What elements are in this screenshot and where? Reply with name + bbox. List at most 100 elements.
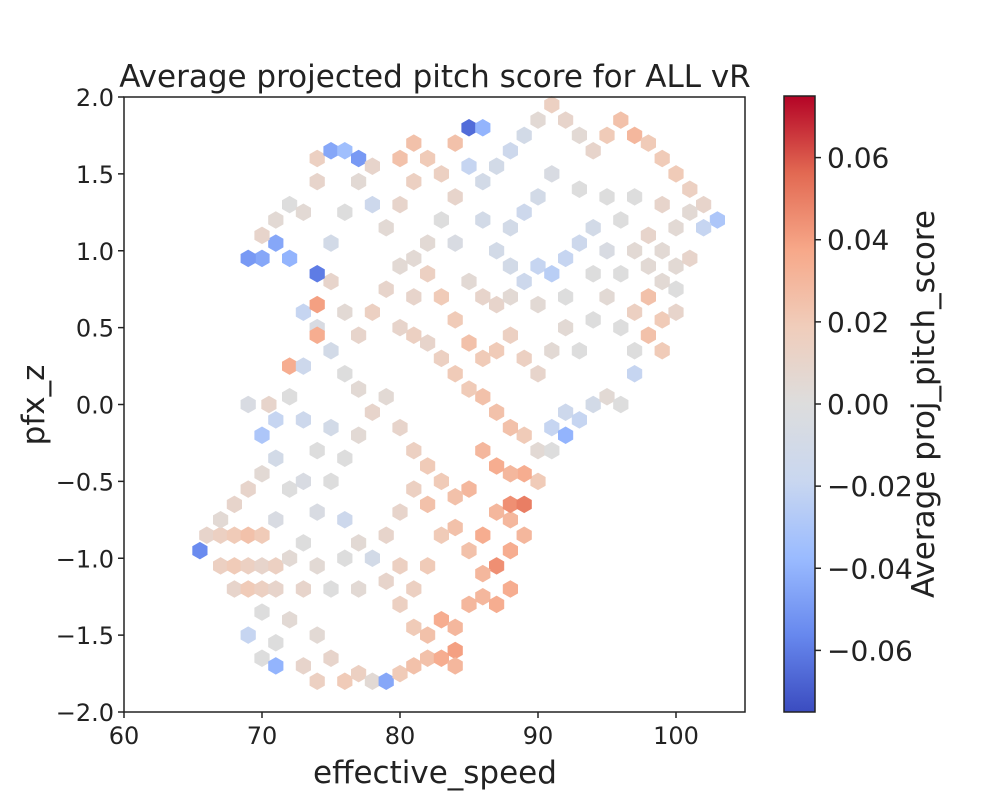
hexbin-cell — [406, 249, 422, 268]
hexbin-cells — [192, 95, 726, 690]
y-axis: −2.0 −1.5 −1.0 −0.5 0.0 0.5 1.0 1.5 2.0 — [56, 84, 124, 727]
hexbin-cell — [364, 157, 381, 175]
hexbin-cell — [433, 349, 450, 368]
hexbin-cell — [295, 203, 312, 222]
hexbin-cell — [447, 657, 463, 675]
hexbin-cell — [682, 203, 698, 222]
hexbin-cell — [364, 403, 381, 421]
hexbin-cell — [295, 411, 312, 429]
hexbin-cell — [585, 142, 601, 160]
hexbin-cell — [309, 557, 325, 575]
hexbin-cell — [392, 664, 408, 683]
hexbin-cell — [654, 241, 670, 260]
hexbin-cell — [585, 218, 601, 237]
hexbin-cell — [350, 149, 367, 168]
hexbin-cell — [502, 326, 519, 345]
hexbin-cell — [419, 626, 436, 644]
hexbin-cell — [599, 188, 615, 206]
hexbin-cell — [475, 526, 491, 544]
hexbin-cell — [254, 557, 270, 575]
hexbin-cell — [337, 449, 353, 468]
hexbin-cell — [488, 503, 505, 521]
hexbin-cell — [571, 180, 588, 199]
hexbin-cell — [254, 249, 270, 268]
hexbin-cell — [378, 526, 394, 544]
hexbin-cell — [392, 557, 408, 575]
hexbin-cell — [323, 418, 339, 437]
hexbin-cell — [406, 657, 422, 675]
hexbin-cell — [475, 118, 491, 137]
hexbin-cell — [571, 234, 588, 252]
hexbin-cell — [364, 195, 381, 214]
hexbin-cell — [337, 365, 353, 383]
hexbin-cell — [447, 641, 463, 660]
hexbin-cell — [268, 411, 284, 429]
hexbin-cell — [475, 564, 491, 583]
hexbin-cell — [433, 526, 450, 544]
hexbin-cell — [502, 288, 519, 306]
hexbin-cell — [378, 280, 394, 298]
hexbin-cell — [281, 480, 298, 498]
hexbin-cell — [295, 357, 312, 375]
hexbin-cell — [626, 341, 643, 360]
hexbin-cell — [613, 395, 629, 414]
hexbin-cell — [626, 365, 643, 383]
hexbin-cell — [530, 188, 546, 206]
hexbin-cell — [488, 595, 505, 614]
hexbin-cell — [378, 672, 394, 690]
hexbin-cell — [240, 249, 256, 268]
hexbin-cell — [254, 426, 270, 444]
colorbar-tick-label: −0.06 — [827, 634, 913, 667]
hexbin-cell — [240, 395, 256, 414]
hexbin-cell — [309, 441, 325, 460]
hexbin-cell — [406, 134, 422, 152]
hexbin-cell — [447, 488, 463, 506]
hexbin-cell — [502, 218, 519, 237]
hexbin-cell — [530, 257, 546, 275]
hexbin-cell — [323, 142, 339, 160]
hexbin-cell — [447, 311, 463, 329]
x-axis: 60 70 80 90 100 — [109, 712, 699, 750]
hexbin-cell — [668, 303, 684, 321]
y-tick-label: −1.5 — [56, 622, 114, 650]
hexbin-cell — [640, 326, 657, 345]
hexbin-cell — [488, 157, 505, 175]
hexbin-cell — [281, 249, 298, 268]
hexbin-cell — [461, 118, 477, 137]
hexbin-cell — [350, 580, 367, 598]
hexbin-cell — [640, 288, 657, 306]
hexbin-cell — [502, 142, 519, 160]
hexbin-cell — [419, 334, 436, 352]
hexbin-cell — [419, 557, 436, 575]
hexbin-cell — [709, 211, 726, 229]
hexbin-cell — [226, 526, 242, 544]
hexbin-cell — [626, 241, 643, 260]
colorbar-label: Average proj_pitch_score — [906, 210, 942, 598]
hexbin-cell — [281, 611, 298, 629]
hexbin-cell — [295, 657, 312, 675]
hexbin-cell — [488, 341, 505, 360]
hexbin-cell — [350, 326, 367, 345]
hexbin-cell — [488, 403, 505, 421]
hexbin-cell — [475, 211, 491, 229]
hexbin-cell — [447, 365, 463, 383]
hexbin-cell — [433, 472, 450, 491]
hexbin-cell — [392, 195, 408, 214]
hexbin-cell — [626, 126, 643, 145]
hexbin-cell — [281, 388, 298, 406]
hexbin-cell — [254, 580, 270, 598]
x-tick-label: 80 — [385, 722, 416, 750]
hexbin-cell — [447, 618, 463, 637]
hexbin-cell — [599, 388, 615, 406]
hexbin-cell — [668, 280, 684, 298]
hexbin-cell — [406, 618, 422, 637]
hexbin-cell — [323, 234, 339, 252]
hexbin-cell — [488, 557, 505, 575]
hexbin-cell — [544, 441, 560, 460]
x-tick-label: 100 — [653, 722, 699, 750]
hexbin-cell — [530, 111, 546, 129]
x-tick-label: 90 — [523, 722, 554, 750]
hexbin-cell — [544, 265, 560, 283]
hexbin-cell — [626, 188, 643, 206]
